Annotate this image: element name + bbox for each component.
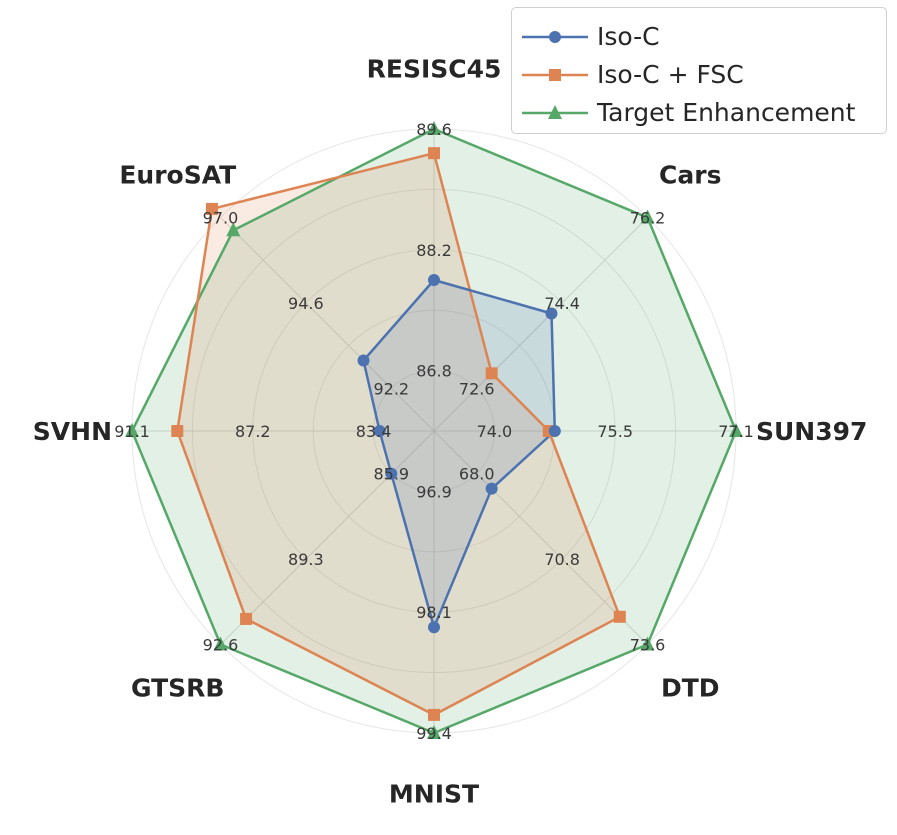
axis-label: EuroSAT <box>119 161 236 190</box>
data-point <box>385 467 398 480</box>
axis-labels: RESISC45 Cars SUN397 DTD MNIST GTSRB SVHN EuroS… <box>33 55 868 809</box>
data-point <box>485 367 498 380</box>
legend-label: Iso-C + FSC <box>597 60 744 89</box>
data-point <box>373 425 386 437</box>
data-point <box>213 636 228 651</box>
tick-label: 94.6 <box>288 294 324 313</box>
data-point <box>240 612 253 625</box>
legend-marker-square-icon <box>522 69 588 81</box>
data-point <box>428 621 440 634</box>
legend-marker-triangle-icon <box>522 105 588 119</box>
axis-label: RESISC45 <box>367 55 502 84</box>
axis-label: Cars <box>659 161 721 190</box>
data-point <box>357 354 370 367</box>
axis-label: SUN397 <box>756 417 867 446</box>
grid-spoke <box>220 430 435 645</box>
axis-label: DTD <box>661 673 720 702</box>
axis-label: GTSRB <box>131 673 224 702</box>
data-point <box>428 274 440 286</box>
tick-label: 96.9 <box>416 482 452 501</box>
grid-spoke <box>433 430 648 645</box>
grid-spoke <box>433 217 648 432</box>
legend-label: Target Enhancement <box>597 98 856 127</box>
tick-label: 74.4 <box>544 294 580 313</box>
legend-label: Iso-C <box>597 22 660 51</box>
tick-label: 83.4 <box>356 422 392 441</box>
tick-label: 92.2 <box>373 379 409 398</box>
tick-label: 89.3 <box>288 550 324 569</box>
data-point <box>485 482 498 495</box>
tick-label: 76.2 <box>630 208 666 227</box>
tick-label: 77.1 <box>718 422 754 441</box>
data-point <box>205 202 218 215</box>
series-area <box>132 129 736 733</box>
legend-marker-circle-icon <box>522 31 588 43</box>
tick-label: 97.0 <box>203 208 239 227</box>
tick-label: 92.6 <box>203 636 239 655</box>
legend-entry-iso-c-fsc: Iso-C + FSC <box>512 56 886 94</box>
tick-label: 86.8 <box>416 362 452 381</box>
legend-entry-target-enhancement: Target Enhancement <box>512 94 886 132</box>
tick-label: 99.4 <box>416 724 452 743</box>
data-point <box>125 423 139 437</box>
data-point <box>640 636 655 651</box>
tick-label: 75.5 <box>597 422 633 441</box>
axis-label: MNIST <box>389 779 479 808</box>
series-markers <box>125 121 743 739</box>
tick-label: 72.6 <box>459 379 495 398</box>
data-point <box>729 423 743 437</box>
tick-label: 87.2 <box>235 422 271 441</box>
tick-label: 98.1 <box>416 603 452 622</box>
data-point <box>428 708 440 721</box>
series-area <box>177 153 620 715</box>
tick-labels: 86.8 88.2 89.6 72.6 74.4 76.2 74.0 75.5 77.1 68.0… <box>114 120 754 743</box>
data-point <box>171 425 184 437</box>
data-point <box>613 610 626 623</box>
tick-label: 70.8 <box>544 550 580 569</box>
tick-label: 88.2 <box>416 241 452 260</box>
tick-label: 91.1 <box>114 422 150 441</box>
tick-label: 89.6 <box>416 120 452 139</box>
data-point <box>548 425 561 437</box>
tick-label: 85.9 <box>373 465 409 484</box>
tick-label: 73.6 <box>630 636 666 655</box>
data-point <box>640 209 655 224</box>
data-point <box>427 121 441 135</box>
tick-label: 74.0 <box>477 422 513 441</box>
series-area <box>363 280 555 628</box>
legend: Iso-C Iso-C + FSC Target Enhancement <box>511 7 887 134</box>
data-point <box>427 725 441 739</box>
data-point <box>545 307 558 320</box>
series-fills <box>132 129 736 733</box>
legend-entry-iso-c: Iso-C <box>512 18 886 56</box>
data-point <box>428 147 440 160</box>
data-point <box>226 222 241 237</box>
axis-label: SVHN <box>33 417 112 446</box>
grid-spoke <box>220 217 435 432</box>
tick-label: 68.0 <box>459 465 495 484</box>
